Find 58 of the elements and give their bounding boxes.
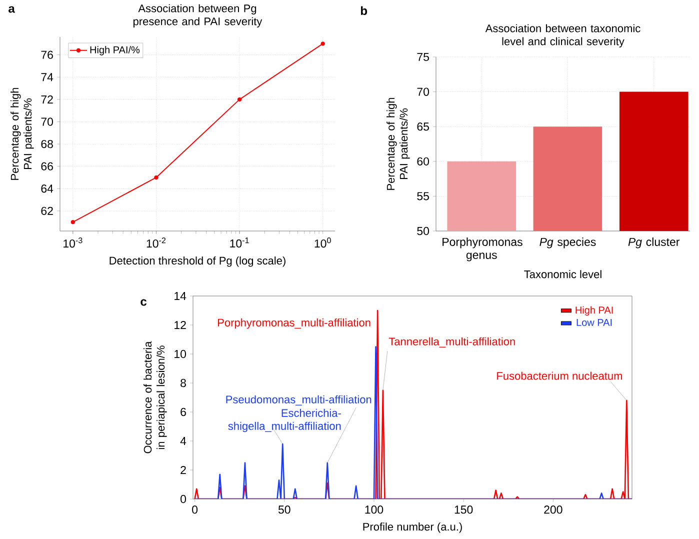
x-tick-label: Porphyromonas genus bbox=[442, 238, 522, 262]
x-tick-label: 10$^{-1}$ bbox=[230, 238, 249, 248]
chart-title: Association between taxonomic level and clinical severity bbox=[485, 24, 640, 48]
x-tick-label: 0 bbox=[192, 506, 198, 514]
y-tick-label: 65 bbox=[417, 122, 429, 131]
text: a bbox=[8, 6, 15, 13]
x-tick-label: Pg cluster bbox=[628, 238, 680, 248]
y-tick-label: 4 bbox=[180, 437, 186, 445]
y-tick-label: 76 bbox=[41, 50, 53, 59]
x-tick-label: 200 bbox=[544, 506, 562, 514]
annotation: Pseudomonas_multi-affiliation bbox=[226, 395, 372, 406]
y-axis-title: Occurrence of bacteria in periapical lesion/% bbox=[144, 341, 167, 454]
point bbox=[320, 42, 325, 46]
x-axis-title: Taxonomic level bbox=[524, 270, 602, 278]
point bbox=[237, 97, 242, 102]
x-tick-label: 50 bbox=[278, 506, 290, 514]
y-tick-label: 70 bbox=[417, 88, 430, 96]
y-tick-label: 2 bbox=[180, 466, 186, 474]
y-tick-label: 62 bbox=[41, 206, 53, 215]
y-tick-label: 55 bbox=[417, 192, 429, 200]
y-tick-label: 50 bbox=[417, 226, 430, 236]
y-tick-label: 60 bbox=[417, 157, 430, 166]
y-tick-label: 0 bbox=[180, 494, 186, 504]
legend-label: High PAI/% bbox=[90, 46, 140, 56]
annotation: Tannerella_multi-affiliation bbox=[388, 337, 515, 348]
x-axis-title: Profile number (a.u.) bbox=[363, 522, 462, 533]
x-tick-label: 100 bbox=[365, 506, 384, 514]
annotation: Escherichia-shigella_multi-affiliation bbox=[228, 408, 341, 432]
y-tick-label: 10 bbox=[174, 350, 186, 358]
y-tick-label: 72 bbox=[41, 95, 53, 104]
point bbox=[154, 175, 158, 180]
y-axis-title: Percentage of high PAI patients/% bbox=[10, 88, 34, 180]
y-tick-label: 8 bbox=[180, 378, 186, 388]
chart-title: Association between Pg presence and PAI severity bbox=[134, 4, 262, 28]
x-axis-title: Detection threshold of Pg (log scale) bbox=[110, 256, 286, 267]
legend-label: High PAI bbox=[576, 306, 613, 316]
y-tick-label: 6 bbox=[180, 408, 186, 416]
y-tick-label: 75 bbox=[417, 52, 429, 62]
point bbox=[70, 220, 76, 224]
y-tick-label: 64 bbox=[41, 184, 54, 193]
text: b bbox=[360, 6, 368, 15]
y-tick-label: 14 bbox=[174, 292, 186, 300]
y-tick-label: 74 bbox=[41, 73, 54, 82]
y-tick-label: 12 bbox=[174, 320, 186, 330]
y-tick-label: 70 bbox=[41, 118, 54, 126]
legend-label: Low PAI bbox=[576, 319, 612, 326]
y-tick-label: 68 bbox=[41, 140, 53, 148]
x-tick-label: 10$^{0}$ bbox=[314, 238, 331, 248]
y-tick-label: 66 bbox=[41, 162, 53, 170]
line-series bbox=[194, 346, 632, 499]
x-tick-label: Pg species bbox=[540, 238, 596, 248]
annotation: Fusobacterium nucleatum bbox=[497, 372, 622, 380]
text: c bbox=[140, 299, 147, 306]
y-axis-title: Percentage of high PAI patients/% bbox=[386, 98, 410, 190]
x-tick-label: 150 bbox=[454, 506, 473, 514]
x-tick-label: 10$^{-3}$ bbox=[64, 238, 82, 248]
annotation: Porphyromonas_multi-affiliation bbox=[218, 318, 370, 329]
x-tick-label: 10$^{-2}$ bbox=[146, 238, 166, 248]
